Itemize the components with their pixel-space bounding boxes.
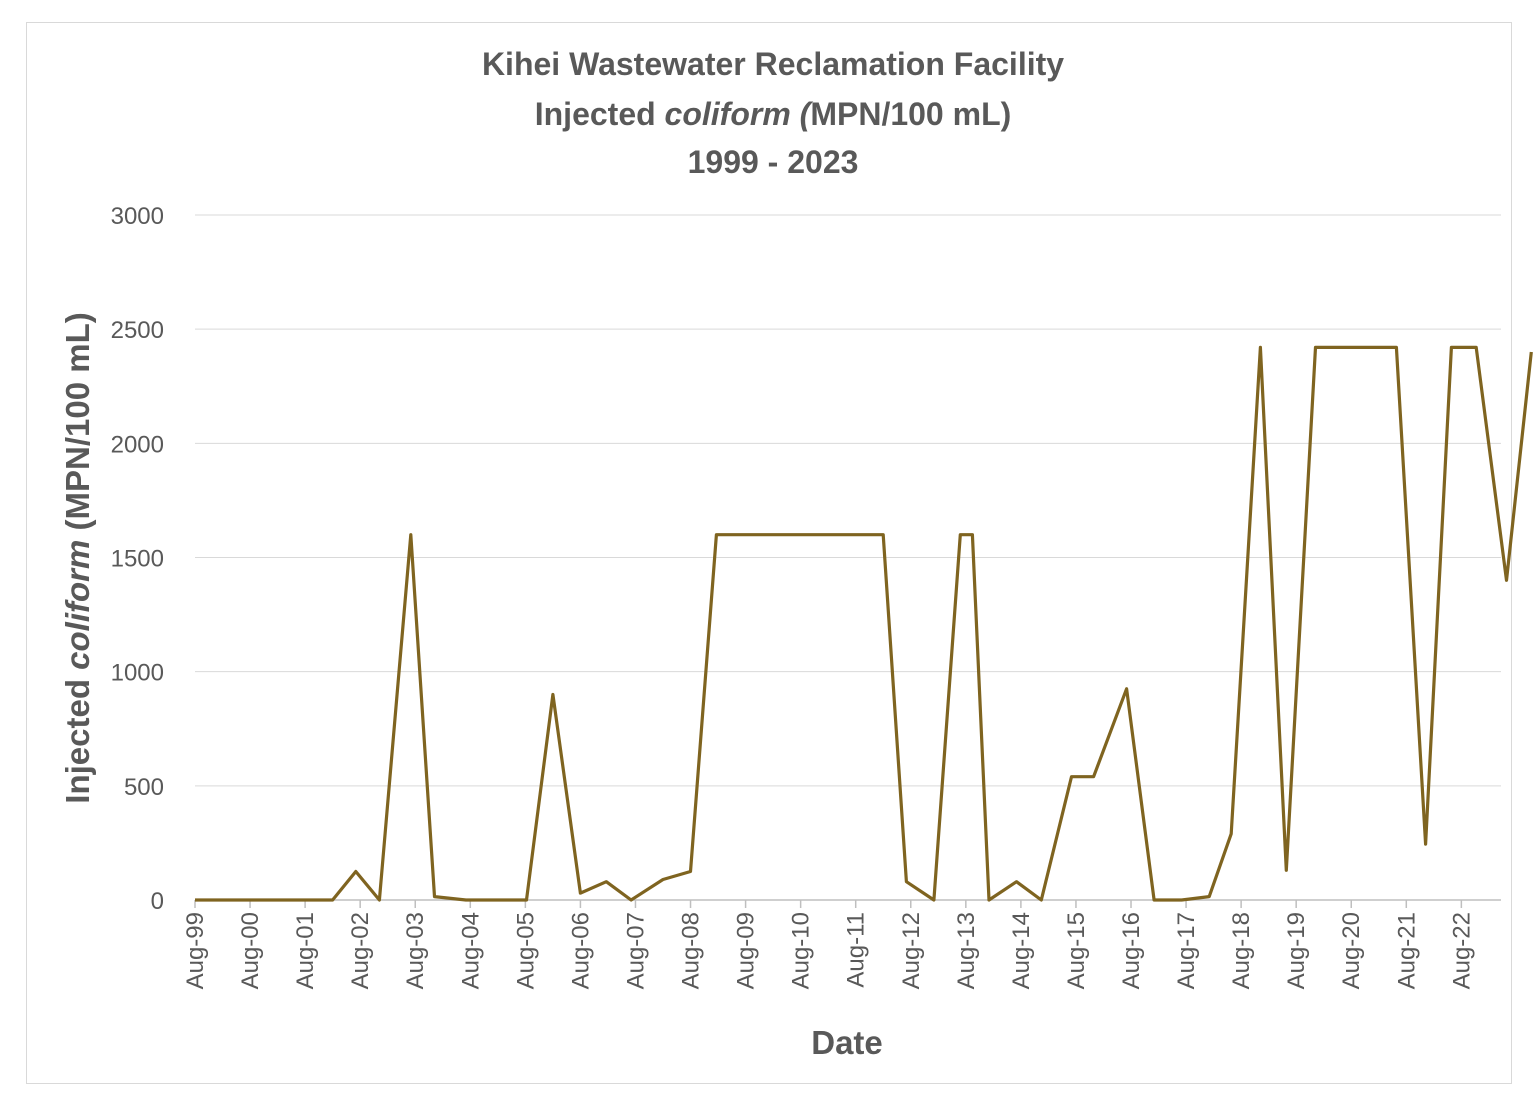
- title-line-2-after: MPN/100 mL): [810, 96, 1011, 132]
- y-tick-label: 3000: [111, 203, 164, 230]
- x-tick-label: Aug-19: [1283, 912, 1310, 989]
- title-line-3: 1999 - 2023: [688, 144, 859, 180]
- x-tick-label: Aug-07: [622, 912, 649, 989]
- x-tick-label: Aug-03: [402, 912, 429, 989]
- x-tick-label: Aug-13: [953, 912, 980, 989]
- x-tick-label: Aug-16: [1118, 912, 1145, 989]
- x-tick-label: Aug-00: [237, 912, 264, 989]
- x-tick-label: Aug-20: [1338, 912, 1365, 989]
- y-tick-label: 2500: [111, 317, 164, 344]
- y-axis-title-after: (MPN/100 mL): [59, 312, 96, 539]
- x-tick-label: Aug-12: [898, 912, 925, 989]
- x-tick-label: Aug-18: [1228, 912, 1255, 989]
- title-line-2: Injected coliform (MPN/100 mL): [535, 96, 1012, 132]
- x-tick-label: Aug-06: [567, 912, 594, 989]
- y-axis-title-before: Injected: [59, 670, 96, 804]
- series-line: [195, 345, 1533, 902]
- x-tick-label: Aug-05: [512, 912, 539, 989]
- y-axis-title-italic: coliform: [59, 540, 96, 670]
- y-tick-label: 500: [124, 774, 164, 801]
- x-tick-label: Aug-22: [1448, 912, 1475, 989]
- x-axis-title: Date: [811, 1024, 883, 1061]
- y-axis-title: Injected coliform (MPN/100 mL): [59, 312, 96, 803]
- y-tick-label: 2000: [111, 431, 164, 458]
- x-tick-label: Aug-02: [347, 912, 374, 989]
- x-tick-label: Aug-21: [1393, 912, 1420, 989]
- chart-title: Kihei Wastewater Reclamation Facility In…: [482, 46, 1064, 180]
- title-line-2-italic: coliform: [665, 96, 800, 132]
- x-tick-label: Aug-99: [182, 912, 209, 989]
- y-tick-label: 0: [151, 888, 164, 915]
- x-tick-label: Aug-09: [733, 912, 760, 989]
- chart-frame: [26, 22, 1512, 1084]
- title-line-2-italic-paren: (: [800, 96, 814, 132]
- x-tick-label: Aug-14: [1008, 912, 1035, 989]
- y-tick-label: 1500: [111, 546, 164, 573]
- x-tick-label: Aug-04: [457, 912, 484, 989]
- y-axis-ticks: 0 500 1000 1500 2000 2500 3000: [111, 203, 164, 915]
- gridlines: [195, 214, 1501, 901]
- x-tick-label: Aug-11: [843, 912, 870, 988]
- x-tick-label: Aug-10: [788, 912, 815, 989]
- x-axis-ticks: Aug-99 Aug-00 Aug-01 Aug-02 Aug-03 Aug-04 Aug-…: [182, 900, 1475, 989]
- x-tick-label: Aug-15: [1063, 912, 1090, 989]
- x-tick-label: Aug-08: [678, 912, 705, 989]
- series-group: [195, 345, 1533, 902]
- y-tick-label: 1000: [111, 660, 164, 687]
- title-line-1: Kihei Wastewater Reclamation Facility: [482, 46, 1064, 82]
- title-line-2-before: Injected: [535, 96, 665, 132]
- x-tick-label: Aug-01: [292, 912, 319, 989]
- x-tick-label: Aug-17: [1173, 912, 1200, 989]
